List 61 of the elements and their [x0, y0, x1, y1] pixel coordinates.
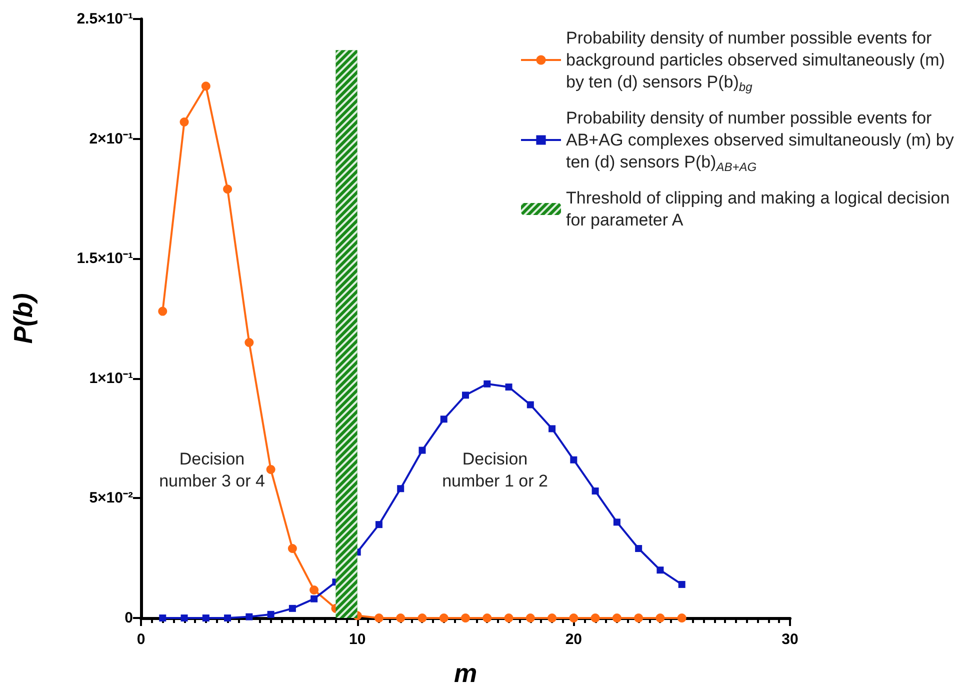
point	[180, 614, 188, 622]
point	[592, 488, 599, 495]
point	[310, 595, 318, 602]
point	[244, 338, 254, 347]
point	[397, 485, 404, 492]
point	[526, 614, 535, 622]
point	[267, 610, 274, 618]
y-tick-label: 0	[124, 610, 133, 626]
point	[612, 614, 622, 622]
point	[569, 614, 578, 622]
point	[656, 566, 664, 574]
point	[484, 380, 491, 388]
x-tick-label: 0	[136, 631, 146, 648]
point	[266, 464, 276, 474]
point	[440, 416, 448, 423]
point	[159, 614, 166, 622]
point	[180, 118, 189, 127]
point	[223, 184, 232, 194]
y-axis-title: P(b)	[8, 293, 38, 344]
point	[548, 614, 557, 622]
point	[288, 544, 297, 554]
point	[504, 614, 514, 622]
point	[288, 604, 296, 612]
legend-label: Threshold of clipping and making a logical decision for parameter A	[566, 188, 954, 230]
point	[224, 614, 232, 622]
x-tick-label: 10	[348, 631, 366, 648]
point	[246, 613, 253, 620]
point	[570, 456, 578, 464]
point	[310, 585, 319, 594]
point	[374, 614, 384, 622]
point	[635, 545, 642, 552]
annotation: Decision number 3 or 4	[159, 450, 265, 490]
point	[375, 521, 382, 528]
point	[678, 580, 686, 588]
y-tick-label: 1×10⁻¹	[89, 370, 133, 387]
point	[461, 614, 470, 622]
point	[202, 614, 210, 622]
point	[439, 614, 448, 622]
point	[548, 425, 556, 432]
point	[613, 518, 620, 526]
y-tick-label: 2.5×10⁻¹	[76, 10, 133, 28]
point	[526, 401, 534, 408]
point	[418, 446, 426, 454]
y-tick-label: 2×10⁻¹	[89, 130, 133, 148]
point	[462, 392, 469, 399]
point	[505, 384, 512, 391]
x-tick-label: 20	[565, 631, 582, 648]
annotation: Decision number 1 or 2	[442, 450, 548, 490]
point	[158, 306, 168, 316]
point	[418, 614, 427, 622]
point	[656, 614, 665, 622]
point	[396, 614, 406, 622]
point	[634, 614, 644, 622]
point	[590, 614, 600, 622]
y-tick-label: 1.5×10⁻¹	[76, 250, 133, 268]
point	[482, 614, 492, 622]
x-tick-label: 30	[782, 631, 798, 648]
y-tick-label: 5×10⁻²	[89, 490, 133, 507]
point	[201, 82, 210, 91]
point	[677, 614, 686, 622]
x-axis-title: m	[454, 658, 478, 688]
